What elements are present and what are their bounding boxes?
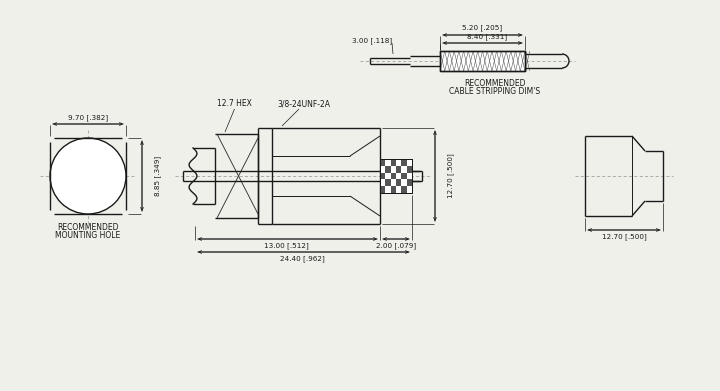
Circle shape (50, 138, 126, 214)
Text: RECOMMENDED: RECOMMENDED (464, 79, 526, 88)
Bar (440, 51, 525, 71)
Bar (380, 186, 385, 193)
Bar (380, 159, 412, 193)
Bar (391, 159, 396, 166)
Bar (396, 166, 401, 172)
Text: 5.20 [.205]: 5.20 [.205] (462, 25, 503, 31)
Bar (380, 172, 385, 179)
Text: 12.70 [.500]: 12.70 [.500] (602, 234, 647, 240)
Bar (440, 51, 525, 71)
Bar (407, 179, 412, 186)
Text: 3/8-24UNF-2A: 3/8-24UNF-2A (277, 99, 330, 108)
Text: 24.40 [.962]: 24.40 [.962] (280, 256, 325, 262)
Text: RECOMMENDED: RECOMMENDED (58, 224, 119, 233)
Bar (391, 186, 396, 193)
Bar (401, 172, 407, 179)
Bar (385, 166, 391, 172)
Text: 12.70 [.500]: 12.70 [.500] (448, 154, 454, 198)
Bar (407, 166, 412, 172)
Text: 8.85 [.349]: 8.85 [.349] (155, 156, 161, 196)
Text: CABLE STRIPPING DIM'S: CABLE STRIPPING DIM'S (449, 86, 541, 95)
Text: 3.00 [.118]: 3.00 [.118] (352, 38, 392, 44)
Bar (380, 159, 412, 193)
Bar (385, 179, 391, 186)
Bar (380, 159, 385, 166)
Bar (391, 172, 396, 179)
Bar (396, 179, 401, 186)
Bar (401, 159, 407, 166)
Text: 9.70 [.382]: 9.70 [.382] (68, 115, 108, 121)
Text: 8.40 [.331]: 8.40 [.331] (467, 34, 508, 40)
Text: 13.00 [.512]: 13.00 [.512] (264, 243, 309, 249)
Text: 12.7 HEX: 12.7 HEX (217, 99, 252, 108)
Text: 2.00 [.079]: 2.00 [.079] (376, 243, 416, 249)
Bar (401, 186, 407, 193)
Text: MOUNTING HOLE: MOUNTING HOLE (55, 231, 121, 240)
